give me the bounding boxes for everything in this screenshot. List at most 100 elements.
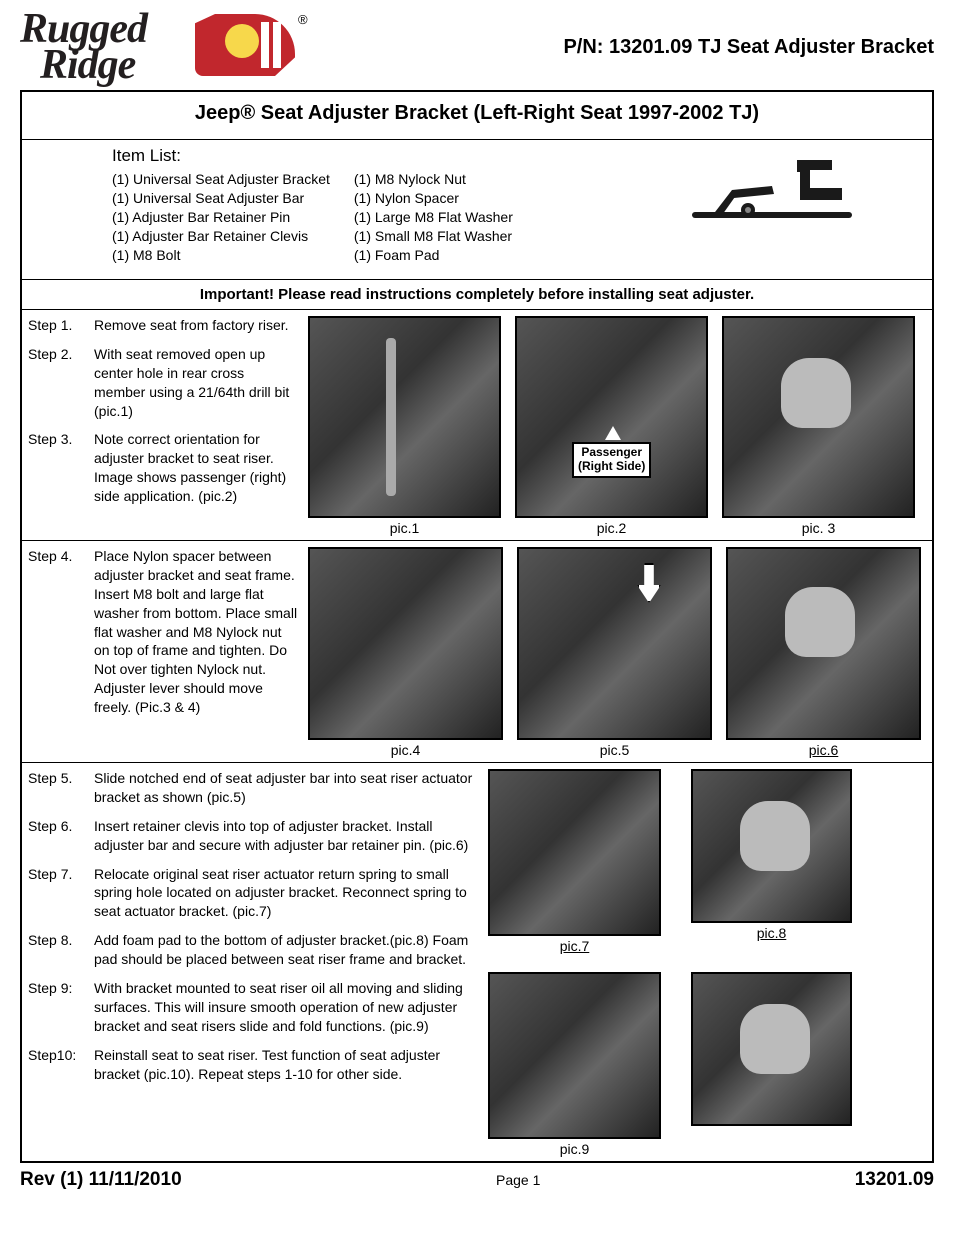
step-text: Reinstall seat to seat riser. Test funct… bbox=[94, 1046, 478, 1084]
steps-col-c: Step 5. Slide notched end of seat adjust… bbox=[28, 769, 478, 1157]
pic-callout-passenger: Passenger (Right Side) bbox=[572, 442, 651, 478]
pic-caption: pic.8 bbox=[757, 925, 787, 941]
list-item: (1) Adjuster Bar Retainer Clevis bbox=[112, 227, 330, 246]
pic-block-8: pic.8 bbox=[691, 769, 852, 941]
brand-name-line2: Ridge bbox=[40, 42, 135, 88]
step-7: Step 7. Relocate original seat riser act… bbox=[28, 865, 478, 922]
step-label: Step 8. bbox=[28, 931, 94, 969]
step-text: With seat removed open up center hole in… bbox=[94, 345, 298, 421]
list-item: (1) Universal Seat Adjuster Bracket bbox=[112, 170, 330, 189]
step-label: Step 1. bbox=[28, 316, 94, 335]
pics-col-c: pic.7 pic.8 pic.9 bbox=[488, 769, 926, 1157]
step-label: Step 5. bbox=[28, 769, 94, 807]
pics-row-top: pic.7 pic.8 bbox=[488, 769, 926, 954]
step-9: Step 9: With bracket mounted to seat ris… bbox=[28, 979, 478, 1036]
pic-block-2: Passenger (Right Side) pic.2 bbox=[515, 316, 708, 536]
pic-caption: pic.4 bbox=[391, 742, 421, 758]
pic-block-5: pic.5 bbox=[517, 547, 712, 758]
document-title: Jeep® Seat Adjuster Bracket (Left-Right … bbox=[22, 92, 932, 140]
pic-block-4: pic.4 bbox=[308, 547, 503, 758]
step-text: Slide notched end of seat adjuster bar i… bbox=[94, 769, 478, 807]
pic-block-1: pic.1 bbox=[308, 316, 501, 536]
step-3: Step 3. Note correct orientation for adj… bbox=[28, 430, 298, 506]
step-label: Step 7. bbox=[28, 865, 94, 922]
brand-logo: Rugged Ridge ® bbox=[20, 12, 300, 82]
arrow-down-icon bbox=[637, 563, 661, 603]
step-label: Step 4. bbox=[28, 547, 94, 717]
brand-logo-text: Rugged Ridge bbox=[20, 12, 147, 83]
item-list-section: Item List: (1) Universal Seat Adjuster B… bbox=[22, 140, 932, 280]
step-text: Remove seat from factory riser. bbox=[94, 316, 298, 335]
brand-logo-graphic bbox=[195, 14, 295, 76]
callout-line: Passenger bbox=[581, 445, 642, 459]
callout-line: (Right Side) bbox=[578, 459, 645, 473]
pics-col-a: pic.1 Passenger (Right Side) pic.2 pic. … bbox=[308, 316, 926, 536]
warning-banner: Important! Please read instructions comp… bbox=[22, 280, 932, 310]
section-steps-5-10: Step 5. Slide notched end of seat adjust… bbox=[22, 763, 932, 1161]
list-item: (1) Small M8 Flat Washer bbox=[354, 227, 513, 246]
list-item: (1) M8 Bolt bbox=[112, 246, 330, 265]
page-footer: Rev (1) 11/11/2010 Page 1 13201.09 bbox=[20, 1163, 934, 1191]
list-item: (1) Adjuster Bar Retainer Pin bbox=[112, 208, 330, 227]
footer-page-number: Page 1 bbox=[496, 1172, 540, 1188]
pic-caption: pic.2 bbox=[597, 520, 627, 536]
steps-col-a: Step 1. Remove seat from factory riser. … bbox=[28, 316, 298, 536]
step-label: Step 3. bbox=[28, 430, 94, 506]
step-2: Step 2. With seat removed open up center… bbox=[28, 345, 298, 421]
step-4: Step 4. Place Nylon spacer between adjus… bbox=[28, 547, 298, 717]
pic-6 bbox=[726, 547, 921, 740]
step-1: Step 1. Remove seat from factory riser. bbox=[28, 316, 298, 335]
pic-5 bbox=[517, 547, 712, 740]
pic-8 bbox=[691, 769, 852, 923]
part-number-title: P/N: 13201.09 TJ Seat Adjuster Bracket bbox=[563, 36, 934, 59]
pic-block-7: pic.7 bbox=[488, 769, 661, 954]
step-text: Insert retainer clevis into top of adjus… bbox=[94, 817, 478, 855]
item-list-col1: (1) Universal Seat Adjuster Bracket (1) … bbox=[112, 170, 330, 264]
list-item: (1) Nylon Spacer bbox=[354, 189, 513, 208]
step-text: Place Nylon spacer between adjuster brac… bbox=[94, 547, 298, 717]
step-text: Relocate original seat riser actuator re… bbox=[94, 865, 478, 922]
step-6: Step 6. Insert retainer clevis into top … bbox=[28, 817, 478, 855]
step-text: Note correct orientation for adjuster br… bbox=[94, 430, 298, 506]
section-step-4: Step 4. Place Nylon spacer between adjus… bbox=[22, 541, 932, 763]
pic-block-6: pic.6 bbox=[726, 547, 921, 758]
pic-3 bbox=[722, 316, 915, 518]
step-label: Step 2. bbox=[28, 345, 94, 421]
pic-9 bbox=[488, 972, 661, 1139]
step-label: Step 9: bbox=[28, 979, 94, 1036]
pic-caption: pic.6 bbox=[809, 742, 839, 758]
pic-caption: pic. 3 bbox=[802, 520, 835, 536]
arrow-up-icon bbox=[605, 426, 621, 440]
step-label: Step 6. bbox=[28, 817, 94, 855]
step-text: With bracket mounted to seat riser oil a… bbox=[94, 979, 478, 1036]
pic-1 bbox=[308, 316, 501, 518]
step-5: Step 5. Slide notched end of seat adjust… bbox=[28, 769, 478, 807]
pic-caption: pic.9 bbox=[560, 1141, 590, 1157]
steps-col-b: Step 4. Place Nylon spacer between adjus… bbox=[28, 547, 298, 758]
pics-row-bottom: pic.9 bbox=[488, 972, 926, 1157]
pic-block-9: pic.9 bbox=[488, 972, 661, 1157]
pic-caption: pic.5 bbox=[600, 742, 630, 758]
item-list-col2: (1) M8 Nylock Nut (1) Nylon Spacer (1) L… bbox=[354, 170, 513, 264]
pic-10 bbox=[691, 972, 852, 1126]
product-illustration bbox=[682, 150, 862, 260]
page-header: Rugged Ridge ® P/N: 13201.09 TJ Seat Adj… bbox=[20, 12, 934, 82]
document-frame: Jeep® Seat Adjuster Bracket (Left-Right … bbox=[20, 90, 934, 1163]
pics-col-b: pic.4 pic.5 pic.6 bbox=[308, 547, 926, 758]
footer-part-number: 13201.09 bbox=[855, 1169, 934, 1191]
pic-block-10 bbox=[691, 972, 852, 1126]
step-text: Add foam pad to the bottom of adjuster b… bbox=[94, 931, 478, 969]
list-item: (1) M8 Nylock Nut bbox=[354, 170, 513, 189]
registered-mark: ® bbox=[298, 12, 308, 27]
pic-7 bbox=[488, 769, 661, 936]
list-item: (1) Foam Pad bbox=[354, 246, 513, 265]
list-item: (1) Large M8 Flat Washer bbox=[354, 208, 513, 227]
pic-caption: pic.1 bbox=[390, 520, 420, 536]
step-8: Step 8. Add foam pad to the bottom of ad… bbox=[28, 931, 478, 969]
pic-caption: pic.7 bbox=[560, 938, 590, 954]
step-10: Step10: Reinstall seat to seat riser. Te… bbox=[28, 1046, 478, 1084]
pic-block-3: pic. 3 bbox=[722, 316, 915, 536]
step-label: Step10: bbox=[28, 1046, 94, 1084]
section-steps-1-3: Step 1. Remove seat from factory riser. … bbox=[22, 310, 932, 541]
pic-2: Passenger (Right Side) bbox=[515, 316, 708, 518]
